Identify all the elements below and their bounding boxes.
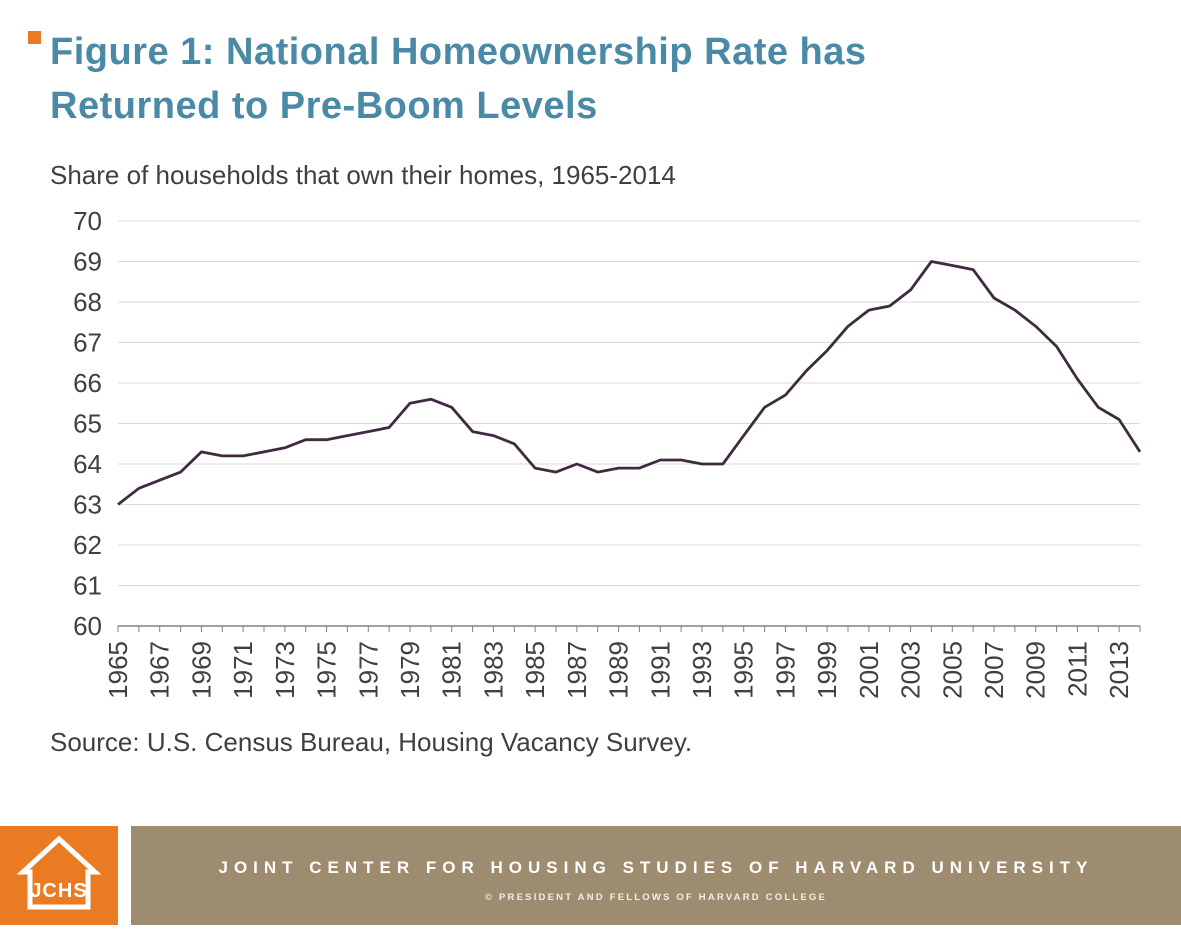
svg-text:64: 64 <box>73 449 102 479</box>
svg-text:60: 60 <box>73 611 102 641</box>
svg-text:2005: 2005 <box>937 641 967 699</box>
jchs-logo-text: JCHS <box>30 880 87 902</box>
footer: JCHS JOINT CENTER FOR HOUSING STUDIES OF… <box>0 826 1181 925</box>
svg-text:2009: 2009 <box>1021 641 1051 699</box>
svg-text:1995: 1995 <box>729 641 759 699</box>
svg-text:2013: 2013 <box>1104 641 1134 699</box>
svg-text:1979: 1979 <box>395 641 425 699</box>
svg-text:2001: 2001 <box>854 641 884 699</box>
svg-text:66: 66 <box>73 368 102 398</box>
svg-text:65: 65 <box>73 408 102 438</box>
footer-bar: JOINT CENTER FOR HOUSING STUDIES OF HARV… <box>131 826 1181 925</box>
svg-text:1973: 1973 <box>270 641 300 699</box>
svg-text:1997: 1997 <box>770 641 800 699</box>
svg-text:1999: 1999 <box>812 641 842 699</box>
svg-text:1991: 1991 <box>645 641 675 699</box>
svg-text:2003: 2003 <box>896 641 926 699</box>
svg-text:61: 61 <box>73 570 102 600</box>
source-note: Source: U.S. Census Bureau, Housing Vaca… <box>50 726 693 757</box>
svg-text:1965: 1965 <box>103 641 133 699</box>
svg-text:1987: 1987 <box>562 641 592 699</box>
svg-text:1985: 1985 <box>520 641 550 699</box>
svg-text:1971: 1971 <box>228 641 258 699</box>
svg-text:1967: 1967 <box>145 641 175 699</box>
svg-text:62: 62 <box>73 530 102 560</box>
svg-text:70: 70 <box>73 207 102 236</box>
figure-title: Figure 1: National Homeownership Rate ha… <box>50 26 1121 134</box>
svg-text:1977: 1977 <box>353 641 383 699</box>
footer-org-name: JOINT CENTER FOR HOUSING STUDIES OF HARV… <box>218 858 1094 877</box>
report-page: Figure 1: National Homeownership Rate ha… <box>0 26 1181 925</box>
footer-copyright: © PRESIDENT AND FELLOWS OF HARVARD COLLE… <box>484 892 827 903</box>
svg-text:1983: 1983 <box>478 641 508 699</box>
jchs-house-icon: JCHS <box>16 835 102 910</box>
figure-title-line1: Figure 1: National Homeownership Rate ha… <box>50 31 867 73</box>
svg-text:1993: 1993 <box>687 641 717 699</box>
svg-text:2011: 2011 <box>1062 641 1092 697</box>
svg-text:1989: 1989 <box>604 641 634 699</box>
svg-text:1975: 1975 <box>312 641 342 699</box>
svg-text:2007: 2007 <box>979 641 1009 699</box>
svg-text:1969: 1969 <box>186 641 216 699</box>
figure-subtitle: Share of households that own their homes… <box>50 159 676 190</box>
svg-text:69: 69 <box>73 246 102 276</box>
jchs-logo: JCHS <box>0 826 118 925</box>
line-chart-svg: 60 61 62 63 64 65 66 67 68 69 70 1965 1967 1969 1971 19… <box>73 207 1142 699</box>
figure-title-line2: Returned to Pre-Boom Levels <box>50 84 598 127</box>
svg-text:68: 68 <box>73 287 102 317</box>
svg-text:1981: 1981 <box>437 641 467 699</box>
footer-gap <box>118 826 131 925</box>
accent-square <box>28 31 41 44</box>
svg-text:67: 67 <box>73 327 102 357</box>
svg-text:63: 63 <box>73 489 102 519</box>
homeownership-line-chart: 60 61 62 63 64 65 66 67 68 69 70 1965 1967 1969 1971 19… <box>46 207 1181 707</box>
